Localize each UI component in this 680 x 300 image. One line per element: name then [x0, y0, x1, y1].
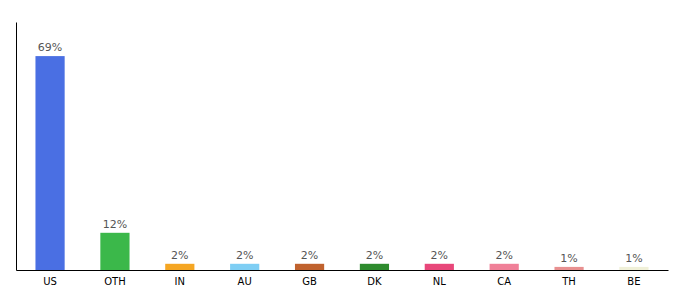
- data-label: 2%: [431, 249, 448, 262]
- y-axis: [16, 23, 17, 271]
- x-axis: US OTH IN AU GB DK NL CA TH BE: [17, 271, 669, 288]
- x-tick: CA: [497, 276, 511, 287]
- bar: [165, 264, 194, 270]
- x-tick: IN: [175, 276, 185, 287]
- x-tick-label: BE: [627, 276, 640, 287]
- x-tick-label: US: [43, 276, 57, 287]
- x-tick-label: AU: [238, 276, 252, 287]
- x-tick: OTH: [104, 276, 126, 287]
- x-axis-line: [17, 270, 669, 271]
- x-tick-label: OTH: [104, 276, 126, 287]
- bar: [35, 56, 64, 270]
- chart-svg: US OTH IN AU GB DK NL CA TH BE 69% 12% 2% 2% 2% 2% 2% 2% 1…: [0, 0, 680, 300]
- data-label: 12%: [103, 218, 127, 231]
- x-tick: DK: [367, 276, 382, 287]
- x-tick: TH: [561, 276, 576, 287]
- x-tick-label: TH: [561, 276, 576, 287]
- data-label: 1%: [625, 252, 642, 265]
- y-axis-line: [16, 23, 17, 271]
- x-tick: US: [43, 276, 57, 287]
- bar: [425, 264, 454, 270]
- x-tick: AU: [238, 276, 252, 287]
- bar: [619, 267, 648, 270]
- data-label: 2%: [301, 249, 318, 262]
- bar: [100, 233, 129, 270]
- data-label: 2%: [495, 249, 512, 262]
- data-label: 2%: [171, 249, 188, 262]
- plot: US OTH IN AU GB DK NL CA TH BE 69% 12% 2% 2% 2% 2% 2% 2% 1…: [17, 23, 669, 288]
- data-label: 1%: [560, 252, 577, 265]
- x-tick-label: GB: [302, 276, 317, 287]
- chart-container: US OTH IN AU GB DK NL CA TH BE 69% 12% 2% 2% 2% 2% 2% 2% 1…: [0, 0, 680, 300]
- x-tick-label: CA: [497, 276, 511, 287]
- data-label: 69%: [38, 41, 62, 54]
- x-tick: NL: [433, 276, 446, 287]
- bars: [35, 56, 648, 270]
- bar: [360, 264, 389, 270]
- x-tick-label: IN: [175, 276, 185, 287]
- bar: [230, 264, 259, 270]
- data-label: 2%: [236, 249, 253, 262]
- x-tick: BE: [627, 276, 640, 287]
- data-label: 2%: [366, 249, 383, 262]
- x-tick-label: NL: [433, 276, 446, 287]
- bar: [295, 264, 324, 270]
- bar: [554, 267, 583, 270]
- x-tick-label: DK: [367, 276, 382, 287]
- bar: [490, 264, 519, 270]
- data-labels: 69% 12% 2% 2% 2% 2% 2% 2% 1% 1%: [38, 41, 643, 265]
- x-tick: GB: [302, 276, 317, 287]
